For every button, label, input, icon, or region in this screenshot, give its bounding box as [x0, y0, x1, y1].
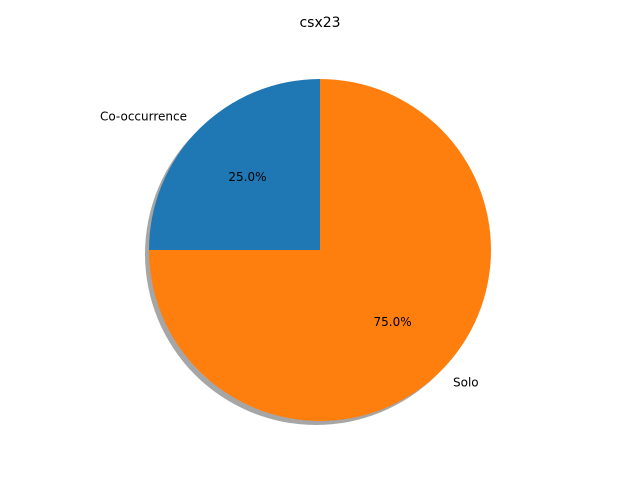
pie-slice-co-occurrence — [149, 79, 320, 250]
chart-title: csx23 — [299, 15, 340, 31]
slice-percent-solo: 75.0% — [373, 315, 411, 329]
slice-label-solo: Solo — [453, 376, 479, 390]
slice-percent-co-occurrence: 25.0% — [228, 170, 266, 184]
pie-slice-solo — [149, 79, 491, 421]
pie-slices — [149, 79, 491, 421]
slice-label-co-occurrence: Co-occurrence — [100, 109, 187, 123]
pie-labels: Co-occurrence 25.0% Solo 75.0% — [100, 109, 479, 389]
